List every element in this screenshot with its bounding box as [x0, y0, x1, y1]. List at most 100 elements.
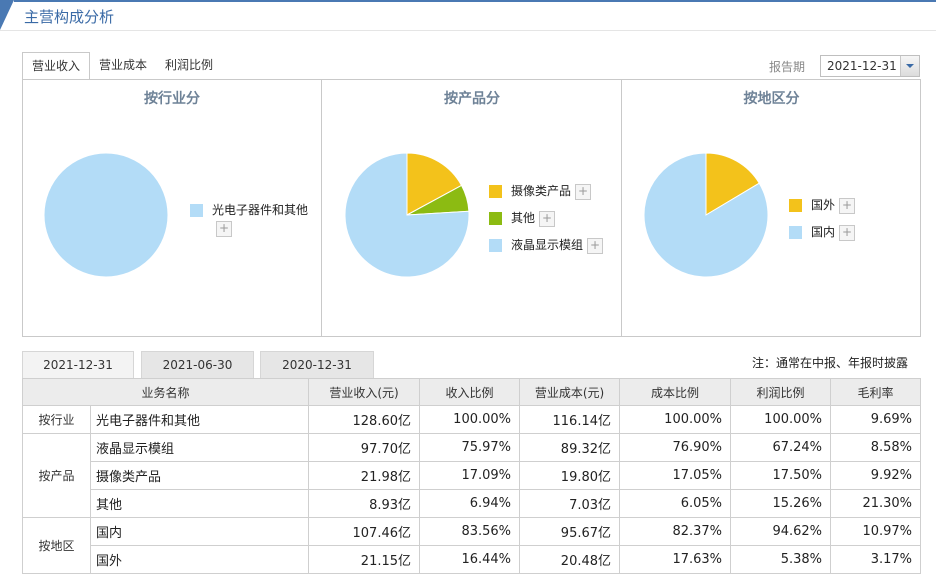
cost-ratio-cell: 17.05%	[619, 461, 732, 490]
panel-title: 按产品分	[444, 91, 500, 107]
pie-slice[interactable]	[43, 152, 169, 278]
tab-revenue[interactable]: 营业收入	[22, 52, 91, 80]
gross-margin-cell: 9.92%	[830, 461, 922, 490]
profit-ratio-cell: 100.00%	[730, 405, 832, 434]
report-period-select[interactable]: 2021-12-31	[820, 55, 920, 77]
cost-ratio-cell: 82.37%	[619, 517, 732, 546]
cost-cell: 20.48亿	[519, 545, 621, 574]
pie-slice[interactable]	[406, 152, 463, 216]
revenue-ratio-cell: 17.09%	[419, 461, 521, 490]
column-header: 毛利率	[830, 378, 922, 406]
header-divider	[0, 30, 936, 31]
panel-by-region: 按地区分 国外 + 国内 +	[621, 80, 921, 336]
cost-cell: 95.67亿	[519, 517, 621, 546]
product-pie-chart	[344, 152, 470, 278]
pie-slice[interactable]	[344, 152, 470, 278]
chevron-down-icon[interactable]	[900, 56, 919, 76]
expand-icon[interactable]: +	[539, 211, 555, 227]
table-header-row: 业务名称 营业收入(元) 收入比例 营业成本(元) 成本比例 利润比例 毛利率	[21, 378, 922, 406]
panel-title: 按地区分	[743, 91, 800, 107]
table-row: 摄像类产品 21.98亿 17.09% 19.80亿 17.05% 17.50%…	[23, 461, 922, 490]
revenue-cell: 8.93亿	[308, 489, 421, 518]
expand-icon[interactable]: +	[587, 238, 603, 254]
gross-margin-cell: 9.69%	[830, 405, 922, 434]
legend-swatch	[489, 212, 502, 225]
category-cell: 按产品	[22, 433, 91, 518]
table-row: 按地区 国内 107.46亿 83.56% 95.67亿 82.37% 94.6…	[22, 517, 922, 574]
legend-label: 其他	[511, 211, 536, 225]
panel-by-industry: 按行业分 光电子器件和其他 +	[23, 80, 321, 336]
profit-ratio-cell: 67.24%	[730, 433, 832, 462]
legend-swatch	[789, 199, 802, 212]
header-accent	[0, 0, 14, 30]
panel-title: 按行业分	[144, 91, 200, 107]
profit-ratio-cell: 17.50%	[730, 461, 832, 490]
legend-label: 液晶显示模组	[511, 238, 584, 252]
column-header: 成本比例	[619, 378, 732, 406]
gross-margin-cell: 3.17%	[830, 545, 922, 574]
column-header: 利润比例	[730, 378, 832, 406]
cost-ratio-cell: 76.90%	[619, 433, 732, 462]
category-cell: 按行业	[22, 405, 91, 434]
revenue-ratio-cell: 16.44%	[419, 545, 521, 574]
business-name: 其他	[89, 489, 310, 518]
business-name: 国内	[89, 517, 310, 546]
legend-swatch	[789, 226, 802, 239]
cost-cell: 7.03亿	[519, 489, 621, 518]
table-row: 按产品 液晶显示模组 97.70亿 75.97% 89.32亿 76.90% 6…	[22, 433, 922, 518]
legend-label: 摄像类产品	[511, 184, 572, 198]
legend-swatch	[489, 185, 502, 198]
composition-table: 业务名称 营业收入(元) 收入比例 营业成本(元) 成本比例 利润比例 毛利率 …	[21, 378, 922, 574]
expand-icon[interactable]: +	[839, 225, 855, 241]
tab-cost[interactable]: 营业成本	[99, 58, 148, 72]
section-header: 主营构成分析	[0, 0, 936, 31]
profit-ratio-cell: 94.62%	[730, 517, 832, 546]
revenue-cell: 107.46亿	[308, 517, 421, 546]
report-period-label: 报告期	[769, 60, 806, 74]
profit-ratio-cell: 5.38%	[730, 545, 832, 574]
business-name: 国外	[89, 545, 310, 574]
region-pie-chart	[643, 152, 769, 278]
pie-slice[interactable]	[643, 152, 769, 278]
revenue-cell: 21.15亿	[308, 545, 421, 574]
business-name: 液晶显示模组	[89, 433, 310, 462]
column-header: 营业成本(元)	[519, 378, 621, 406]
business-name: 光电子器件和其他	[89, 405, 310, 434]
table-row: 按行业 光电子器件和其他 128.60亿 100.00% 116.14亿 100…	[22, 405, 922, 434]
legend-swatch	[190, 204, 203, 217]
pie-slice[interactable]	[705, 152, 760, 216]
industry-pie-chart	[43, 152, 169, 278]
expand-icon[interactable]: +	[216, 221, 232, 237]
business-name: 摄像类产品	[89, 461, 310, 490]
gross-margin-cell: 10.97%	[830, 517, 922, 546]
cost-cell: 89.32亿	[519, 433, 621, 462]
tab-profit-ratio[interactable]: 利润比例	[165, 58, 214, 72]
column-header: 业务名称	[21, 378, 310, 406]
column-header: 收入比例	[419, 378, 521, 406]
revenue-ratio-cell: 100.00%	[419, 405, 521, 434]
legend-label: 国内	[811, 225, 836, 239]
gross-margin-cell: 8.58%	[830, 433, 922, 462]
table-row: 国外 21.15亿 16.44% 20.48亿 17.63% 5.38% 3.1…	[23, 545, 922, 574]
tab-period-2021-06-30[interactable]: 2021-06-30	[141, 351, 254, 379]
revenue-cell: 97.70亿	[308, 433, 421, 462]
tab-period-2021-12-31[interactable]: 2021-12-31	[22, 351, 134, 379]
revenue-ratio-cell: 6.94%	[419, 489, 521, 518]
expand-icon[interactable]: +	[839, 198, 855, 214]
table-row: 其他 8.93亿 6.94% 7.03亿 6.05% 15.26% 21.30%	[23, 489, 922, 518]
legend-label: 光电子器件和其他	[212, 203, 309, 217]
cost-ratio-cell: 17.63%	[619, 545, 732, 574]
profit-ratio-cell: 15.26%	[730, 489, 832, 518]
cost-ratio-cell: 100.00%	[619, 405, 732, 434]
expand-icon[interactable]: +	[575, 184, 591, 200]
column-header: 营业收入(元)	[308, 378, 421, 406]
legend-label: 国外	[811, 198, 836, 212]
cost-cell: 116.14亿	[519, 405, 621, 434]
tab-period-2020-12-31[interactable]: 2020-12-31	[260, 351, 374, 379]
section-title: 主营构成分析	[24, 8, 115, 26]
cost-ratio-cell: 6.05%	[619, 489, 732, 518]
cost-cell: 19.80亿	[519, 461, 621, 490]
revenue-cell: 128.60亿	[308, 405, 421, 434]
report-period-value: 2021-12-31	[827, 59, 897, 73]
panel-by-product: 按产品分 摄像类产品 + 其他 + 液晶显示模组 +	[321, 80, 622, 336]
